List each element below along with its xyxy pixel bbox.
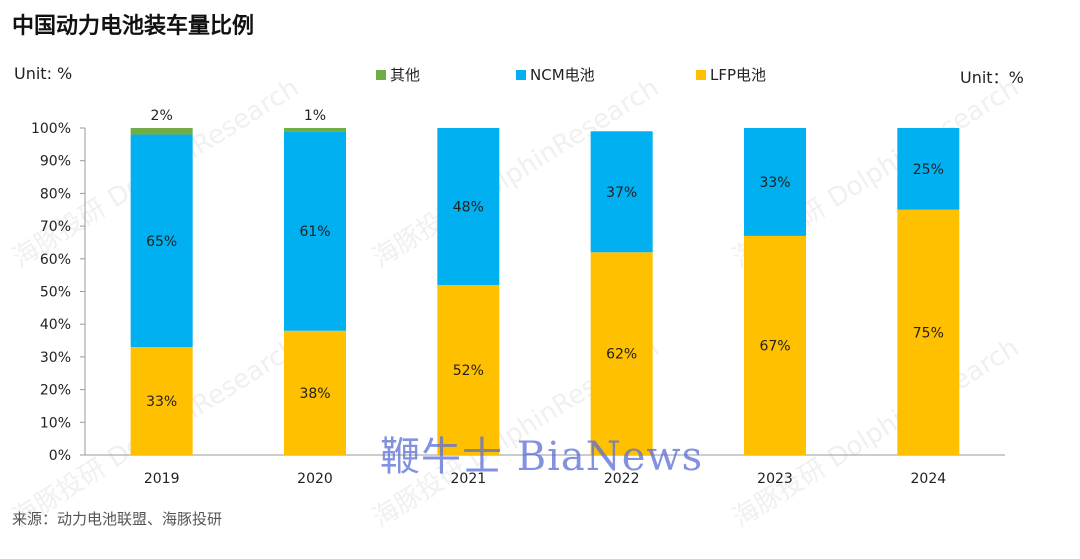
bar-lfp-2022 xyxy=(590,252,653,455)
legend-item-lfp: LFP电池 xyxy=(696,64,766,85)
legend-swatch-other xyxy=(376,69,386,80)
x-tick-label: 2022 xyxy=(604,471,640,487)
y-tick-label: 10% xyxy=(40,415,71,431)
y-tick-label: 50% xyxy=(40,285,71,301)
bar-ncm-2024 xyxy=(897,128,960,210)
data-label-lfp-2020: 38% xyxy=(299,386,330,402)
legend: 其他 NCM电池 LFP电池 xyxy=(0,64,1080,88)
y-tick-label: 0% xyxy=(49,448,71,464)
legend-swatch-lfp xyxy=(696,69,706,80)
bar-ncm-2022 xyxy=(590,131,653,253)
chart-title: 中国动力电池装车量比例 xyxy=(12,14,255,39)
bar-other-2019 xyxy=(130,128,193,135)
bianews-logo: 鞭牛士 BiaNews xyxy=(380,434,704,480)
y-tick-label: 60% xyxy=(40,252,71,268)
x-tick-label: 2024 xyxy=(911,471,947,487)
x-tick-label: 2020 xyxy=(297,471,333,487)
data-label-lfp-2023: 67% xyxy=(759,338,790,354)
bar-lfp-2019 xyxy=(130,347,193,455)
data-label-lfp-2019: 33% xyxy=(146,394,177,410)
bar-ncm-2023 xyxy=(744,128,806,236)
legend-label-lfp: LFP电池 xyxy=(710,66,767,84)
bar-ncm-2020 xyxy=(284,131,346,331)
legend-item-other: 其他 xyxy=(376,64,420,85)
legend-swatch-ncm xyxy=(516,69,526,80)
data-label-lfp-2021: 52% xyxy=(453,363,484,379)
data-label-ncm-2021: 48% xyxy=(453,199,484,215)
data-label-ncm-2020: 61% xyxy=(299,224,330,240)
legend-label-ncm: NCM电池 xyxy=(530,66,595,84)
y-tick-label: 90% xyxy=(40,154,71,170)
y-tick-label: 80% xyxy=(40,186,71,202)
y-tick-label: 70% xyxy=(40,219,71,235)
bar-ncm-2021 xyxy=(437,128,500,285)
bar-other-2020 xyxy=(284,128,346,132)
bar-lfp-2021 xyxy=(437,284,500,455)
data-label-lfp-2024: 75% xyxy=(913,325,944,341)
unit-label-right: Unit：% xyxy=(960,68,1024,87)
data-label-ncm-2024: 25% xyxy=(913,162,944,178)
source-note: 来源：动力电池联盟、海豚投研 xyxy=(12,510,223,528)
x-tick-label: 2019 xyxy=(144,471,180,487)
data-label-other-2019: 2% xyxy=(151,108,173,124)
legend-label-other: 其他 xyxy=(390,66,421,84)
unit-label-left: Unit: % xyxy=(14,64,73,83)
bar-ncm-2019 xyxy=(130,134,193,348)
data-label-ncm-2023: 33% xyxy=(759,175,790,191)
bar-lfp-2023 xyxy=(744,235,806,455)
bar-lfp-2024 xyxy=(897,209,960,455)
bar-lfp-2020 xyxy=(284,330,346,455)
x-tick-label: 2021 xyxy=(451,471,487,487)
data-label-ncm-2019: 65% xyxy=(146,234,177,250)
y-tick-label: 20% xyxy=(40,383,71,399)
y-tick-label: 30% xyxy=(40,350,71,366)
data-label-lfp-2022: 62% xyxy=(606,347,637,363)
legend-item-ncm: NCM电池 xyxy=(516,64,595,85)
data-label-ncm-2022: 37% xyxy=(606,185,637,201)
y-tick-label: 40% xyxy=(40,317,71,333)
x-tick-label: 2023 xyxy=(757,471,793,487)
y-tick-label: 100% xyxy=(31,121,71,137)
data-label-other-2020: 1% xyxy=(304,108,326,124)
